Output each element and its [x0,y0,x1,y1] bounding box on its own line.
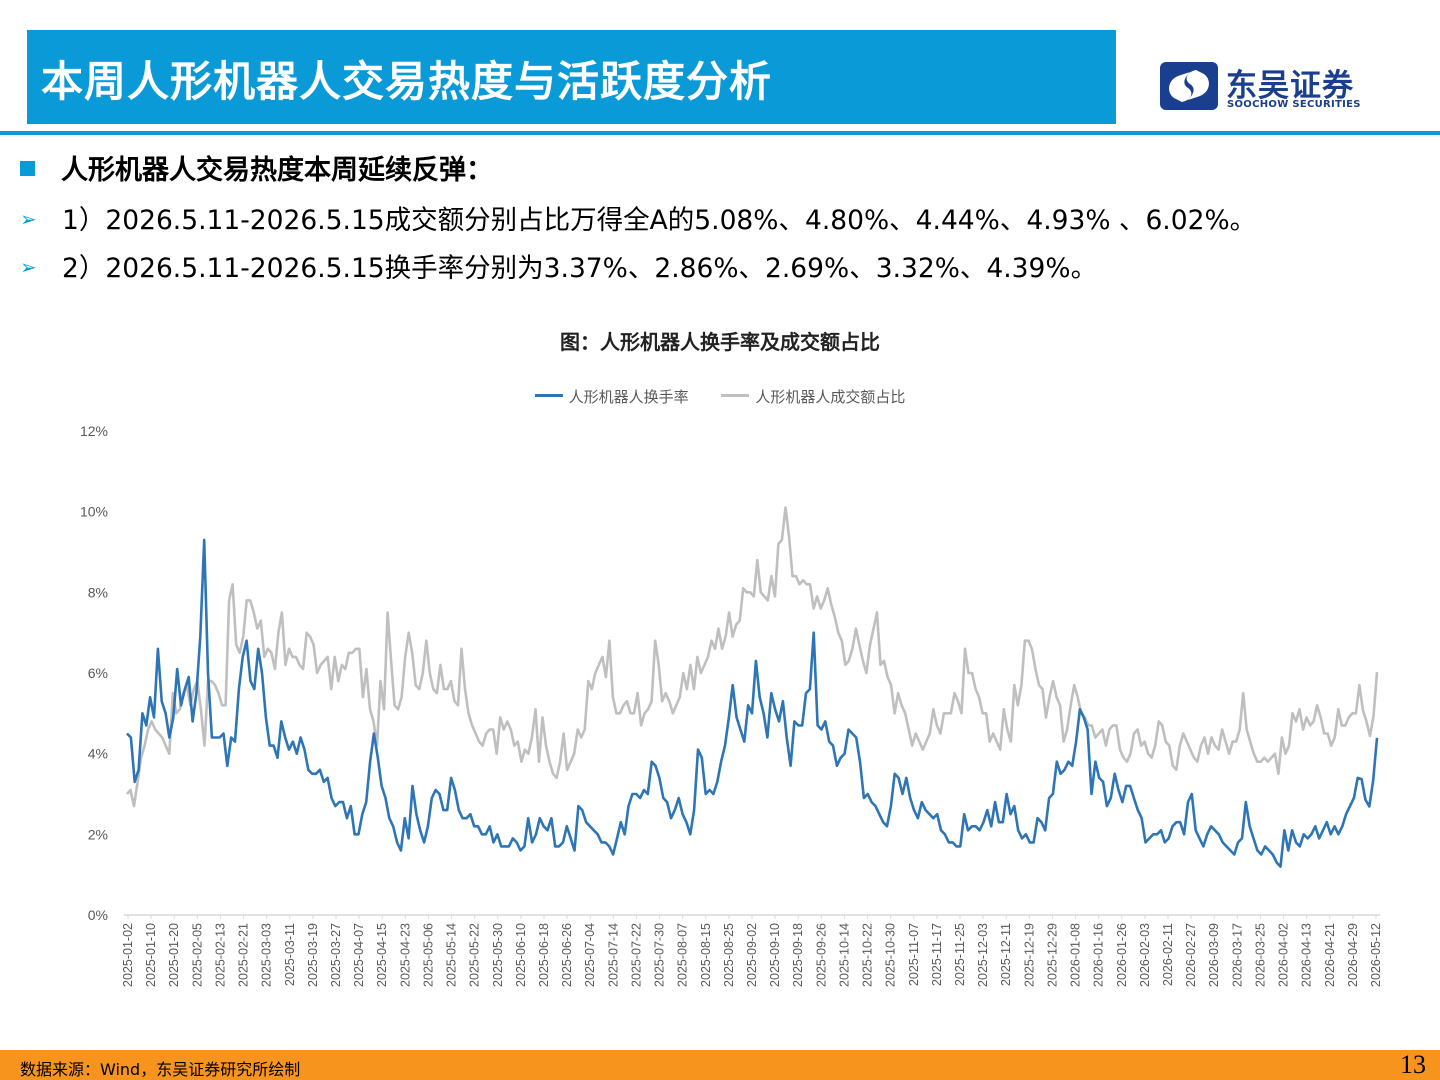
legend-item-share: 人形机器人成交额占比 [721,386,905,407]
y-tick-label: 10% [80,504,108,520]
x-tick-label: 2025-11-25 [953,923,967,986]
x-tick-label: 2026-03-09 [1207,923,1221,987]
y-tick-label: 4% [88,746,108,762]
arrow-bullet-icon: ➢ [20,206,37,231]
x-tick-label: 2025-06-18 [537,923,551,987]
x-tick-label: 2026-01-08 [1069,923,1083,987]
sub-bullet-2-text: 2）2026.5.11-2026.5.15换手率分别为3.37%、2.86%、2… [62,253,1098,284]
x-tick-label: 2025-09-10 [768,923,782,987]
x-tick-label: 2026-04-29 [1346,923,1360,987]
x-tick-label: 2026-05-12 [1369,923,1383,987]
x-tick-label: 2025-05-22 [468,923,482,987]
x-tick-label: 2025-03-11 [283,923,297,986]
x-tick-label: 2026-03-17 [1230,923,1244,987]
footer-bar: 数据来源：Wind，东吴证券研究所绘制 13 [0,1050,1440,1080]
x-tick-label: 2025-01-20 [167,923,181,987]
logo-english-name: SOOCHOW SECURITIES [1227,99,1361,110]
x-tick-label: 2026-02-03 [1138,923,1152,987]
x-tick-label: 2025-08-07 [676,923,690,987]
x-tick-label: 2025-02-21 [237,923,251,987]
x-tick-label: 2025-12-29 [1045,923,1059,987]
x-tick-label: 2025-08-15 [699,923,713,987]
x-tick-label: 2025-12-03 [976,923,990,987]
y-tick-label: 8% [88,584,108,600]
legend-swatch-turnover [534,394,563,397]
x-tick-label: 2025-10-14 [837,923,851,987]
legend-label-turnover: 人形机器人换手率 [568,388,689,406]
x-tick-label: 2025-04-23 [398,923,412,987]
square-bullet-icon [20,161,35,176]
chart-title: 图：人形机器人换手率及成交额占比 [560,330,880,354]
x-tick-label: 2025-10-30 [884,923,898,987]
y-tick-label: 12% [80,423,108,439]
data-source: 数据来源：Wind，东吴证券研究所绘制 [20,1060,301,1079]
x-tick-label: 2025-05-14 [445,923,459,987]
x-tick-label: 2026-04-13 [1300,923,1314,987]
y-tick-label: 2% [88,826,108,842]
x-tick-label: 2025-05-06 [421,923,435,987]
x-tick-label: 2025-01-02 [121,923,135,987]
header-divider [0,131,1440,135]
x-tick-label: 2025-05-30 [491,923,505,987]
x-tick-label: 2025-02-05 [190,923,204,987]
x-tick-label: 2025-01-10 [144,923,158,987]
x-tick-label: 2026-03-25 [1253,923,1267,987]
series-line-share [126,506,1379,808]
legend-swatch-share [721,394,750,397]
x-tick-label: 2025-04-15 [375,923,389,987]
x-tick-label: 2025-02-13 [213,923,227,987]
x-tick-label: 2025-06-10 [514,923,528,987]
x-tick-label: 2025-09-02 [745,923,759,987]
x-tick-label: 2026-02-11 [1161,923,1175,986]
x-tick-label: 2025-07-04 [583,923,597,987]
x-tick-label: 2025-03-19 [306,923,320,987]
x-tick-label: 2025-07-30 [653,923,667,987]
arrow-bullet-icon: ➢ [20,254,37,279]
x-tick-label: 2025-06-26 [560,923,574,987]
page-number: 13 [1400,1050,1426,1079]
x-tick-label: 2025-12-19 [1022,923,1036,987]
y-tick-label: 6% [88,665,108,681]
x-tick-label: 2025-11-07 [907,923,921,986]
logo-chinese-name: 东吴证券 [1226,68,1354,104]
x-tick-label: 2025-04-07 [352,923,366,987]
title-bar: 本周人形机器人交易热度与活跃度分析 [27,30,1116,124]
line-chart: 0% 2% 4% 6% 8% 10% 12% 2025-01-02 2025-01-10 2025… [80,423,1383,987]
x-tick-label: 2026-02-27 [1184,923,1198,987]
chart-legend: 人形机器人换手率 人形机器人成交额占比 [0,386,1440,407]
x-tick-label: 2025-03-03 [260,923,274,987]
x-tick-label: 2025-09-18 [791,923,805,987]
page-title: 本周人形机器人交易热度与活跃度分析 [41,57,773,106]
x-tick-label: 2025-09-26 [814,923,828,987]
sub-bullet-1-text: 1）2026.5.11-2026.5.15成交额分别占比万得全A的5.08%、4… [62,205,1257,236]
x-tick-label: 2026-04-21 [1323,923,1337,987]
main-bullet-text: 人形机器人交易热度本周延续反弹： [61,155,493,186]
legend-item-turnover: 人形机器人换手率 [534,386,689,407]
x-tick-label: 2025-07-22 [629,923,643,987]
series-line-turnover [126,538,1379,868]
sub-bullet-2: ➢ 2）2026.5.11-2026.5.15换手率分别为3.37%、2.86%、… [20,246,1097,285]
sub-bullet-1: ➢ 1）2026.5.11-2026.5.15成交额分别占比万得全A的5.08%、… [20,198,1256,237]
x-tick-label: 2025-11-17 [930,923,944,986]
x-tick-label: 2025-08-25 [722,923,736,987]
x-tick-label: 2026-01-26 [1115,923,1129,987]
legend-label-share: 人形机器人成交额占比 [755,388,906,406]
y-tick-label: 0% [88,907,108,923]
x-tick-label: 2025-03-27 [329,923,343,987]
x-tick-label: 2025-12-11 [999,923,1013,986]
x-tick-label: 2026-04-02 [1277,923,1291,987]
x-tick-label: 2026-01-16 [1092,923,1106,987]
x-tick-label: 2025-07-14 [606,923,620,987]
x-tick-label: 2025-10-22 [861,923,875,987]
main-bullet: 人形机器人交易热度本周延续反弹： [20,148,493,187]
brand-logo: 东吴证券 SOOCHOW SECURITIES [1160,60,1380,116]
soochow-logo-icon [1160,62,1218,110]
